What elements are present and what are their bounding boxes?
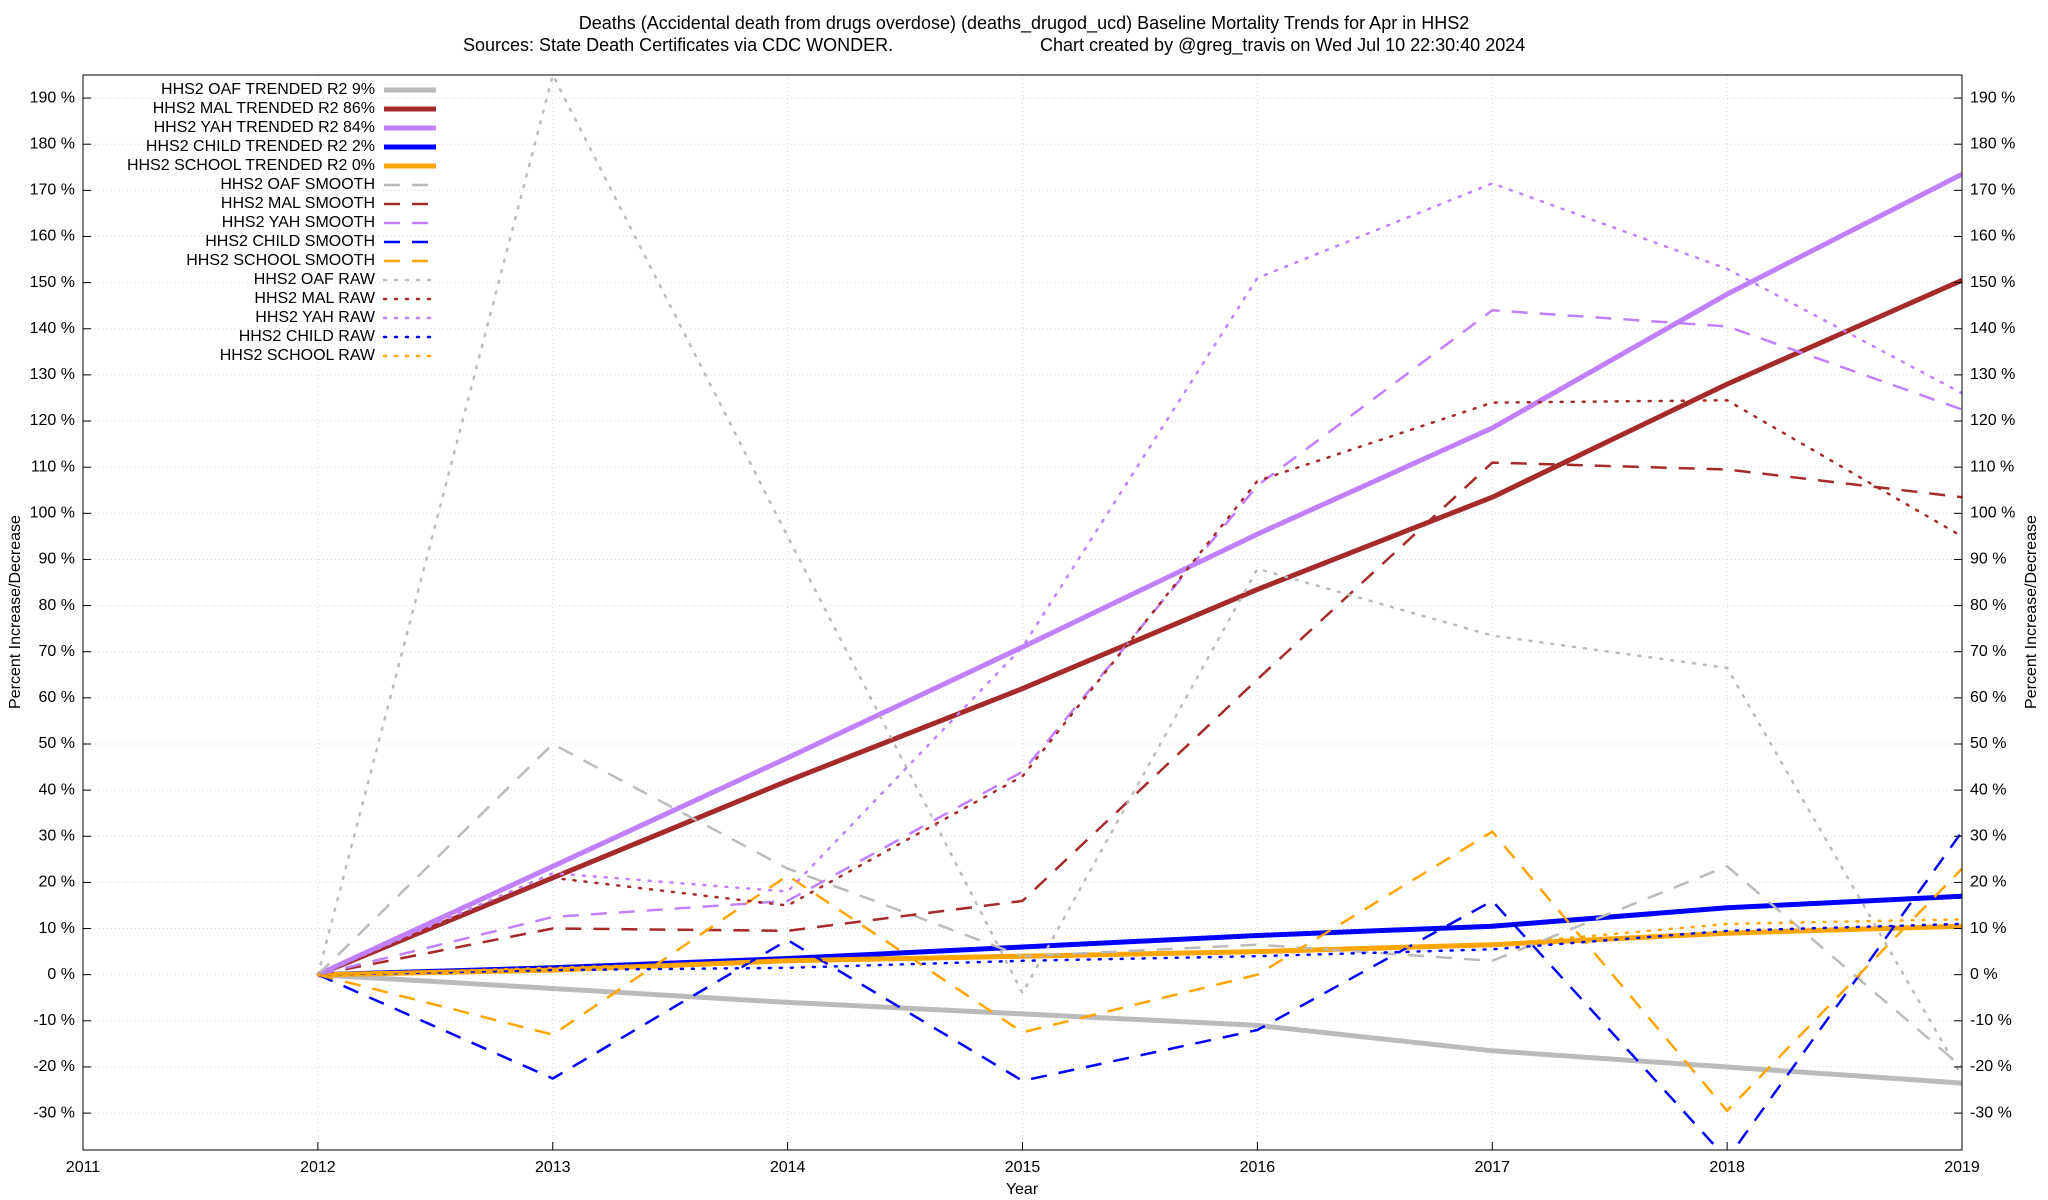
legend: HHS2 OAF TRENDED R2 9% HHS2 MAL TRENDED R…	[127, 81, 438, 364]
y-tick-label: 100 %	[30, 505, 75, 522]
y2-tick-label: 30 %	[1970, 827, 2006, 844]
y-tick-label: 130 %	[30, 366, 75, 383]
y-tick-label: 150 %	[30, 274, 75, 291]
y-tick-label: 160 %	[30, 228, 75, 245]
y-tick-label: 140 %	[30, 320, 75, 337]
y2-tick-label: 150 %	[1970, 274, 2015, 291]
y2-axis-label: Percent Increase/Decrease	[2023, 515, 2040, 709]
series-line	[316, 278, 1962, 978]
y2-tick-label: 100 %	[1970, 505, 2015, 522]
y2-tick-label: 130 %	[1970, 366, 2015, 383]
legend-label: HHS2 OAF RAW	[254, 271, 376, 288]
x-tick-label: 2016	[1240, 1159, 1276, 1176]
x-axis-label: Year	[1006, 1181, 1039, 1198]
chart-credit: Chart created by @greg_travis on Wed Jul…	[1040, 35, 1525, 56]
axes: -30 % -30 % -20 % -20 % -10 % -10 % 0 % 0 % 10 %…	[30, 89, 2016, 1176]
x-tick-label: 2017	[1474, 1159, 1510, 1176]
y2-tick-label: 90 %	[1970, 551, 2006, 568]
x-tick-label: 2014	[770, 1159, 806, 1176]
y2-tick-label: 40 %	[1970, 781, 2006, 798]
y2-tick-label: 190 %	[1970, 89, 2015, 106]
y-tick-label: 60 %	[39, 689, 75, 706]
y2-tick-label: 50 %	[1970, 735, 2006, 752]
series-line	[317, 742, 1962, 1068]
y-tick-label: 40 %	[39, 781, 75, 798]
series-line	[316, 182, 1962, 976]
y2-tick-label: 70 %	[1970, 643, 2006, 660]
series-line	[316, 922, 1962, 976]
y2-tick-label: 140 %	[1970, 320, 2015, 337]
y2-tick-label: 170 %	[1970, 182, 2015, 199]
y2-tick-label: -10 %	[1970, 1012, 2012, 1029]
x-tick-label: 2018	[1709, 1159, 1745, 1176]
x-tick-label: 2012	[300, 1159, 336, 1176]
y-tick-label: 180 %	[30, 135, 75, 152]
y-tick-label: 190 %	[30, 89, 75, 106]
x-tick-label: 2019	[1944, 1159, 1980, 1176]
y2-tick-label: 160 %	[1970, 228, 2015, 245]
y-tick-label: 170 %	[30, 182, 75, 199]
y-tick-label: -20 %	[33, 1058, 75, 1075]
series-line	[316, 399, 1962, 976]
series-line	[317, 461, 1962, 976]
y-tick-label: 90 %	[39, 551, 75, 568]
legend-label: HHS2 YAH SMOOTH	[222, 214, 375, 231]
y-tick-label: 10 %	[39, 920, 75, 937]
x-tick-label: 2011	[66, 1159, 101, 1176]
chart-title: Deaths (Accidental death from drugs over…	[579, 13, 1469, 34]
y2-tick-label: 0 %	[1970, 966, 1998, 983]
y-tick-label: 80 %	[39, 597, 75, 614]
plot-area	[316, 75, 1962, 1150]
legend-label: HHS2 OAF TRENDED R2 9%	[161, 81, 375, 98]
y2-tick-label: 20 %	[1970, 874, 2006, 891]
legend-label: HHS2 MAL RAW	[254, 290, 376, 307]
y2-tick-label: 80 %	[1970, 597, 2006, 614]
legend-label: HHS2 CHILD RAW	[239, 328, 376, 345]
y2-tick-label: 110 %	[1970, 458, 2014, 475]
legend-label: HHS2 OAF SMOOTH	[220, 176, 375, 193]
legend-label: HHS2 CHILD SMOOTH	[205, 233, 375, 250]
y-tick-label: 0 %	[47, 966, 75, 983]
y-tick-label: -30 %	[33, 1104, 75, 1121]
y-axis-label: Percent Increase/Decrease	[7, 515, 24, 709]
series-line	[317, 830, 1962, 1113]
legend-label: HHS2 MAL TRENDED R2 86%	[153, 100, 375, 117]
legend-label: HHS2 YAH RAW	[255, 309, 376, 326]
series-line	[316, 918, 1962, 976]
legend-label: HHS2 MAL SMOOTH	[221, 195, 375, 212]
series-line	[317, 830, 1962, 1150]
y2-tick-label: 60 %	[1970, 689, 2006, 706]
legend-label: HHS2 SCHOOL RAW	[220, 347, 376, 364]
y2-tick-label: 180 %	[1970, 135, 2015, 152]
y-tick-label: 120 %	[30, 412, 75, 429]
y-tick-label: 110 %	[31, 458, 75, 475]
y-tick-label: 70 %	[39, 643, 75, 660]
y-tick-label: 50 %	[39, 735, 75, 752]
legend-label: HHS2 SCHOOL TRENDED R2 0%	[127, 157, 375, 174]
y2-tick-label: -30 %	[1970, 1104, 2012, 1121]
legend-label: HHS2 YAH TRENDED R2 84%	[154, 119, 375, 136]
y2-tick-label: 10 %	[1970, 920, 2006, 937]
chart-subtitle: Sources: State Death Certificates via CD…	[463, 35, 893, 55]
series-line	[316, 171, 1962, 977]
x-tick-label: 2015	[1005, 1159, 1041, 1176]
y2-tick-label: 120 %	[1970, 412, 2015, 429]
y-tick-label: 30 %	[39, 827, 75, 844]
legend-label: HHS2 SCHOOL SMOOTH	[186, 252, 375, 269]
x-tick-label: 2013	[535, 1159, 571, 1176]
series-line	[317, 923, 1962, 978]
y2-tick-label: -20 %	[1970, 1058, 2012, 1075]
y-tick-label: 20 %	[39, 874, 75, 891]
legend-label: HHS2 CHILD TRENDED R2 2%	[146, 138, 375, 155]
y-tick-label: -10 %	[33, 1012, 75, 1029]
